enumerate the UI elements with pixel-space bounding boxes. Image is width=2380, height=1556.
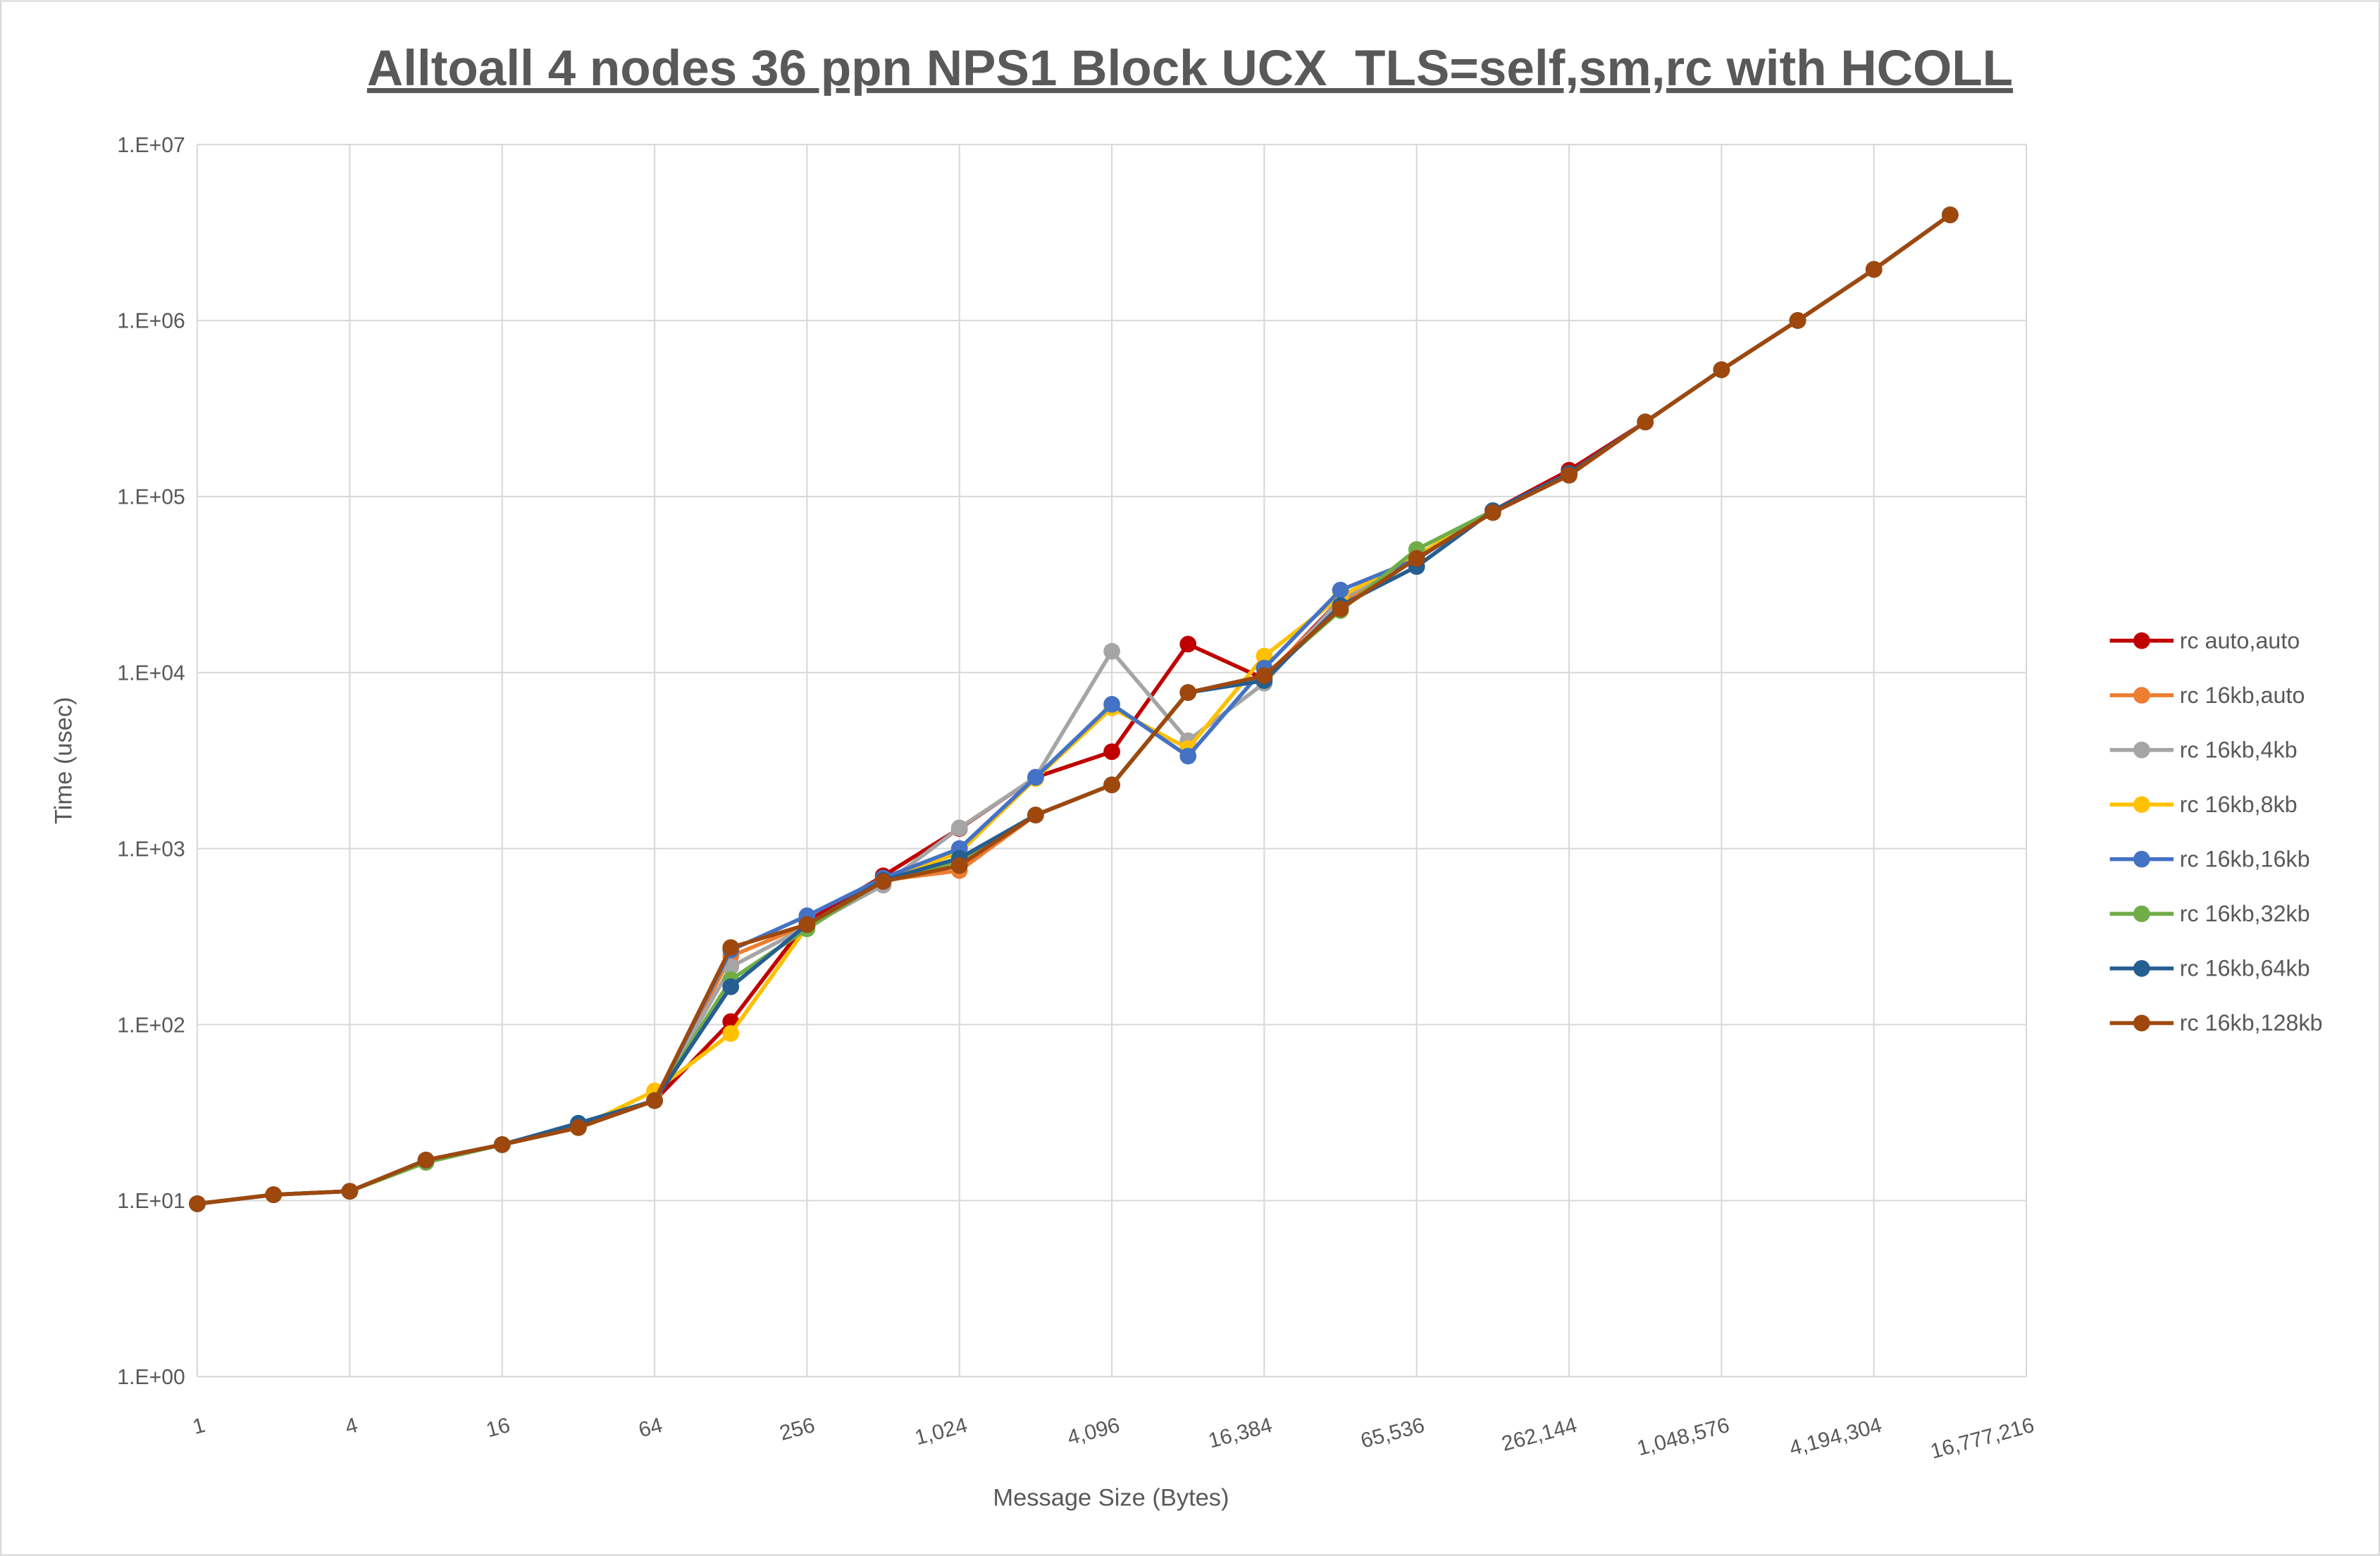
data-point [265, 1186, 283, 1203]
data-point [722, 1025, 740, 1042]
data-point [1103, 743, 1120, 761]
legend-item: rc 16kb,8kb [2109, 792, 2298, 817]
legend-swatch-marker [2133, 687, 2150, 704]
legend-item: rc 16kb,64kb [2109, 956, 2310, 981]
legend-label: rc 16kb,128kb [2180, 1010, 2323, 1035]
legend-swatch-marker [2133, 796, 2150, 814]
legend-swatch-marker [2133, 850, 2150, 868]
data-point [1408, 549, 1425, 567]
data-point [1789, 312, 1806, 329]
data-point [1332, 600, 1349, 618]
data-point [1179, 747, 1197, 765]
data-point [950, 857, 968, 874]
data-point [189, 1195, 206, 1212]
legend-swatch-marker [2133, 632, 2150, 649]
data-point [1179, 684, 1197, 701]
data-point [1713, 361, 1730, 378]
data-point [1637, 413, 1654, 430]
legend-item: rc auto,auto [2109, 628, 2300, 653]
series-line [197, 213, 1952, 1206]
data-point [570, 1119, 587, 1136]
data-point [798, 916, 816, 933]
y-tick-label: 1.E+00 [117, 1366, 185, 1389]
data-point [722, 939, 740, 957]
y-axis-ticks: 1.E+00 1.E+01 1.E+02 1.E+03 1.E+04 1.E+05 1.E+… [117, 134, 185, 1389]
legend-label: rc 16kb,4kb [2180, 737, 2298, 762]
data-point [1256, 647, 1273, 665]
data-point [1103, 696, 1120, 713]
legend-item: rc 16kb,128kb [2109, 1010, 2323, 1035]
x-axis-title: Message Size (Bytes) [993, 1485, 1229, 1512]
data-point [1179, 635, 1197, 653]
data-point [493, 1136, 511, 1153]
legend-swatch-marker [2133, 1014, 2150, 1032]
legend-label: rc 16kb,64kb [2180, 956, 2310, 981]
data-point [1485, 504, 1501, 521]
y-tick-label: 1.E+01 [117, 1190, 185, 1213]
data-point [646, 1092, 663, 1109]
data-point [1103, 776, 1120, 794]
legend-swatch-marker [2133, 905, 2150, 923]
data-point [1027, 768, 1044, 786]
data-point [417, 1152, 435, 1169]
series-rc-16kb-128kb [189, 206, 1959, 1212]
legend-label: rc 16kb,32kb [2180, 901, 2310, 926]
legend-item: rc 16kb,auto [2109, 683, 2305, 708]
legend-item: rc 16kb,16kb [2109, 847, 2310, 872]
data-point [1256, 667, 1273, 685]
data-point [1332, 581, 1349, 599]
data-point [722, 978, 740, 995]
series-layer [189, 206, 1959, 1212]
y-tick-label: 1.E+03 [117, 838, 185, 861]
data-point [1942, 206, 1959, 223]
chart-title: Alltoall 4 nodes 36 ppn NPS1 Block UCX_T… [367, 41, 2013, 97]
legend-item: rc 16kb,32kb [2109, 901, 2310, 926]
data-point [1027, 807, 1044, 823]
data-point [1103, 642, 1120, 660]
legend-swatch-marker [2133, 960, 2150, 977]
y-tick-label: 1.E+04 [117, 662, 185, 685]
legend-label: rc 16kb,8kb [2180, 792, 2298, 817]
legend-label: rc 16kb,16kb [2180, 847, 2310, 872]
gridlines [196, 143, 2028, 1378]
y-tick-label: 1.E+07 [117, 134, 185, 157]
y-tick-label: 1.E+02 [117, 1014, 185, 1037]
legend: rc auto,auto rc 16kb,auto rc 16kb,4kb rc 16… [2109, 628, 2323, 1035]
legend-label: rc auto,auto [2180, 628, 2300, 653]
y-tick-label: 1.E+05 [117, 486, 185, 509]
legend-label: rc 16kb,auto [2180, 683, 2305, 708]
data-point [874, 873, 892, 890]
y-axis-title: Time (usec) [50, 697, 77, 824]
y-tick-label: 1.E+06 [117, 310, 185, 333]
data-point [1865, 261, 1883, 278]
data-point [1561, 466, 1578, 484]
legend-swatch-marker [2133, 741, 2150, 759]
data-point [341, 1183, 359, 1200]
legend-item: rc 16kb,4kb [2109, 737, 2298, 762]
data-point [950, 819, 968, 837]
